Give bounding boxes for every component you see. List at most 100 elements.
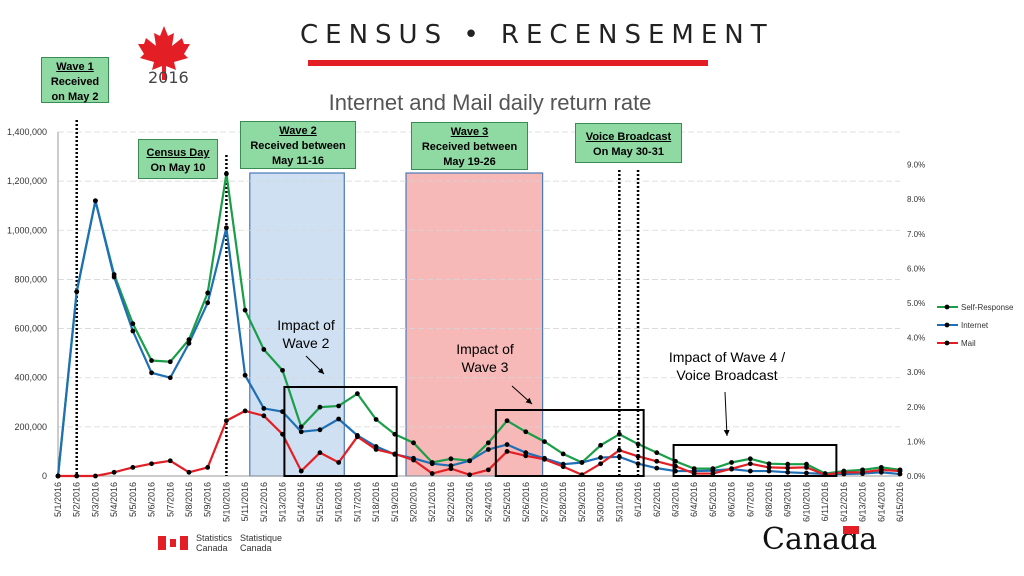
data-point — [504, 449, 510, 454]
maple-leaf-icon — [138, 26, 190, 80]
impact-wave2-box — [283, 386, 398, 477]
x-tick-label: 5/26/2016 — [521, 482, 531, 522]
data-point — [74, 473, 80, 479]
data-point — [616, 431, 622, 437]
impact-wave2-line1: Impact of — [277, 317, 335, 333]
callout-wave3-line1: Received between — [421, 141, 518, 153]
impact-wave4-line2: Voice Broadcast — [676, 367, 778, 383]
data-point — [411, 457, 416, 463]
data-point — [205, 290, 211, 296]
x-tick-label: 5/30/2016 — [596, 482, 606, 522]
callout-census-day: Census Day On May 10 — [138, 139, 218, 179]
y-right-tick-label: 0.0% — [907, 472, 925, 481]
series-line-self-response — [56, 173, 901, 477]
data-point — [747, 461, 753, 467]
data-point — [485, 467, 491, 473]
data-point — [747, 456, 753, 462]
x-tick-label: 5/12/2016 — [259, 482, 269, 522]
data-point — [224, 171, 229, 177]
data-point — [167, 359, 173, 365]
callout-wave2: Wave 2 Received between May 11-16 — [240, 121, 356, 169]
impact-wave3-line1: Impact of — [456, 341, 514, 357]
callout-voice-title: Voice Broadcast — [585, 131, 672, 143]
callout-wave1: Wave 1 Received on May 2 — [41, 57, 109, 103]
data-point — [897, 468, 903, 474]
x-tick-label: 5/19/2016 — [390, 482, 400, 522]
x-tick-label: 5/21/2016 — [427, 482, 437, 522]
data-point — [167, 375, 173, 381]
data-point — [130, 321, 136, 327]
x-tick-label: 5/9/2016 — [203, 482, 213, 517]
y-left-tick-label: 0 — [42, 471, 47, 481]
data-point — [186, 340, 192, 346]
callout-wave1-line1: Received — [50, 76, 100, 88]
data-point — [504, 418, 510, 424]
x-tick-label: 5/20/2016 — [409, 482, 419, 522]
callout-voice-line1: On May 30-31 — [593, 146, 664, 158]
y-right-tick-label: 5.0% — [907, 299, 925, 308]
statcan-fr-line1: Statistique — [240, 533, 283, 543]
impact-wave2-line2: Wave 2 — [282, 335, 330, 351]
data-point — [336, 460, 342, 465]
data-point — [766, 468, 772, 474]
data-point — [242, 372, 248, 378]
data-point — [317, 450, 323, 456]
data-point — [186, 337, 192, 343]
data-point — [429, 461, 435, 467]
data-point — [860, 469, 865, 475]
impact-wave3-label: Impact of Wave 3 — [440, 340, 530, 376]
impact-wave4-box — [672, 444, 838, 477]
y-left-tick-label: 200,000 — [14, 422, 47, 432]
data-point — [654, 458, 660, 464]
data-point — [242, 408, 248, 414]
legend-label: Mail — [961, 339, 976, 348]
data-point — [785, 465, 791, 471]
x-tick-label: 5/28/2016 — [558, 482, 568, 522]
data-point — [205, 465, 211, 470]
x-tick-label: 6/11/2016 — [820, 482, 830, 521]
data-point — [242, 307, 248, 313]
data-point — [635, 453, 641, 459]
series-line-mail — [58, 409, 901, 478]
data-point — [448, 466, 454, 472]
x-tick-label: 5/18/2016 — [371, 482, 381, 522]
x-tick-label: 5/1/2016 — [53, 482, 63, 517]
data-point — [523, 429, 529, 435]
callout-wave1-title: Wave 1 — [56, 61, 94, 73]
x-tick-label: 5/15/2016 — [315, 482, 325, 522]
data-point — [411, 440, 416, 446]
x-tick-label: 5/8/2016 — [184, 482, 194, 517]
impact-wave3-line2: Wave 3 — [461, 359, 509, 375]
data-point — [224, 418, 229, 424]
statcan-signature: Statistics Canada Statistique Canada — [158, 533, 282, 553]
data-point — [710, 471, 716, 476]
data-point — [878, 467, 884, 473]
data-point — [560, 464, 566, 470]
legend-marker — [944, 340, 950, 346]
y-right-tick-label: 1.0% — [907, 437, 925, 446]
data-point — [560, 451, 566, 457]
callout-wave3-line2: May 19-26 — [443, 156, 496, 168]
canada-flag-icon — [158, 536, 188, 550]
x-tick-label: 6/12/2016 — [839, 482, 849, 522]
legend-label: Internet — [961, 321, 989, 330]
data-point — [130, 465, 136, 470]
data-point — [804, 465, 809, 470]
data-point — [766, 461, 772, 467]
data-point — [298, 468, 304, 474]
data-point — [467, 458, 473, 464]
data-point — [448, 456, 454, 462]
x-tick-label: 5/24/2016 — [483, 482, 493, 522]
callout-wave2-line1: Received between — [250, 140, 346, 152]
y-right-tick-label: 6.0% — [907, 264, 925, 273]
data-point — [804, 470, 809, 476]
impact-wave4-line1: Impact of Wave 4 / — [668, 349, 786, 365]
x-tick-label: 6/3/2016 — [670, 482, 680, 517]
data-point — [354, 391, 360, 397]
x-tick-label: 5/7/2016 — [165, 482, 175, 517]
data-point — [785, 461, 791, 467]
data-point — [691, 471, 697, 476]
x-tick-label: 5/5/2016 — [128, 482, 138, 517]
data-point — [523, 453, 529, 459]
